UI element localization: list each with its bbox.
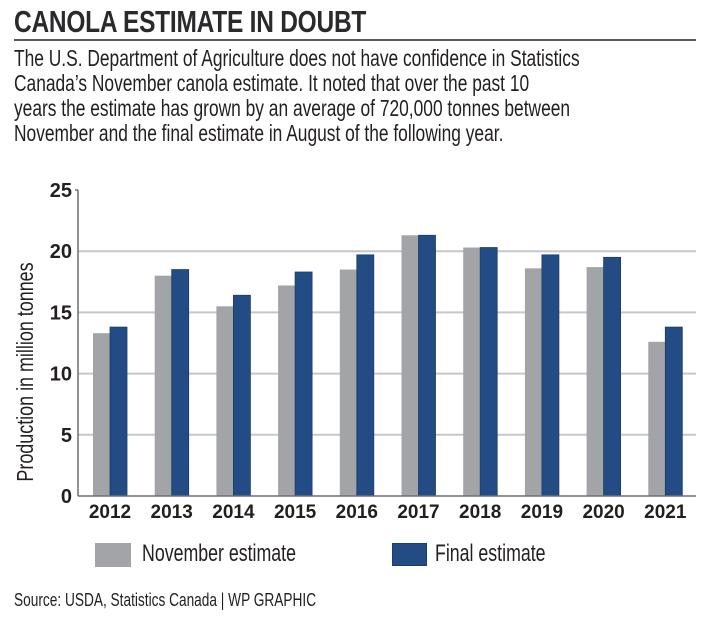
bar-november-estimate xyxy=(463,247,481,496)
y-tick-label: 5 xyxy=(61,425,72,447)
bar-final-estimate xyxy=(541,254,560,497)
x-tick-label: 2015 xyxy=(274,502,317,523)
legend-swatch-november xyxy=(95,543,131,567)
bar-final-estimate xyxy=(664,326,683,497)
bar-november-estimate xyxy=(401,235,419,496)
title-divider xyxy=(14,39,696,41)
bar-final-estimate xyxy=(171,269,190,497)
bar-final-estimate xyxy=(356,254,375,497)
bar-final-estimate xyxy=(418,234,436,497)
x-tick-label: 2016 xyxy=(336,502,378,523)
bar-final-estimate xyxy=(479,247,498,497)
x-tick-label: 2017 xyxy=(397,502,439,523)
y-tick-label: 10 xyxy=(50,364,72,386)
bar-final-estimate xyxy=(294,271,313,497)
intro-line: years the estimate has grown by an avera… xyxy=(14,95,571,121)
bar-final-estimate xyxy=(232,294,251,497)
legend-label-november: November estimate xyxy=(142,540,296,567)
bar-november-estimate xyxy=(278,285,296,496)
bar-november-estimate xyxy=(586,267,604,496)
x-tick-label: 2013 xyxy=(151,502,193,523)
bar-november-estimate xyxy=(648,341,666,496)
bar-november-estimate xyxy=(216,306,234,496)
legend-swatch-final xyxy=(392,543,427,566)
intro-line: Canada’s November canola estimate. It no… xyxy=(14,70,530,96)
axis-labels: 0 5 10 15 20 25 2012 2013 2014 2015 2016 2017 2018 20… xyxy=(13,180,687,523)
x-tick-label: 2019 xyxy=(521,502,563,523)
axes xyxy=(75,189,696,497)
x-tick-label: 2014 xyxy=(212,502,255,523)
bar-november-estimate xyxy=(93,333,110,496)
bar-final-estimate xyxy=(109,326,128,497)
x-tick-label: 2020 xyxy=(582,502,624,523)
y-axis-label: Production in million tonnes xyxy=(13,262,39,481)
y-tick-label: 0 xyxy=(61,486,72,508)
bar-november-estimate xyxy=(339,269,357,496)
intro-line: November and the final estimate in Augus… xyxy=(14,120,504,146)
bar-final-estimate xyxy=(603,256,621,497)
y-tick-label: 25 xyxy=(50,180,72,202)
x-tick-label: 2021 xyxy=(644,502,687,523)
y-tick-label: 20 xyxy=(50,241,72,263)
legend-label-final: Final estimate xyxy=(435,540,546,567)
x-tick-label: 2018 xyxy=(459,502,501,523)
x-tick-label: 2012 xyxy=(89,502,131,523)
bar-november-estimate xyxy=(524,268,542,496)
chart-title: CANOLA ESTIMATE IN DOUBT xyxy=(14,4,367,39)
y-tick-label: 15 xyxy=(50,302,72,324)
intro-line: The U.S. Department of Agriculture does … xyxy=(14,45,580,71)
source-credit: Source: USDA, Statistics Canada | WP GRA… xyxy=(14,590,317,610)
intro-text: The U.S. Department of Agriculture does … xyxy=(14,46,707,146)
bars xyxy=(93,234,683,497)
bar-november-estimate xyxy=(154,275,172,496)
